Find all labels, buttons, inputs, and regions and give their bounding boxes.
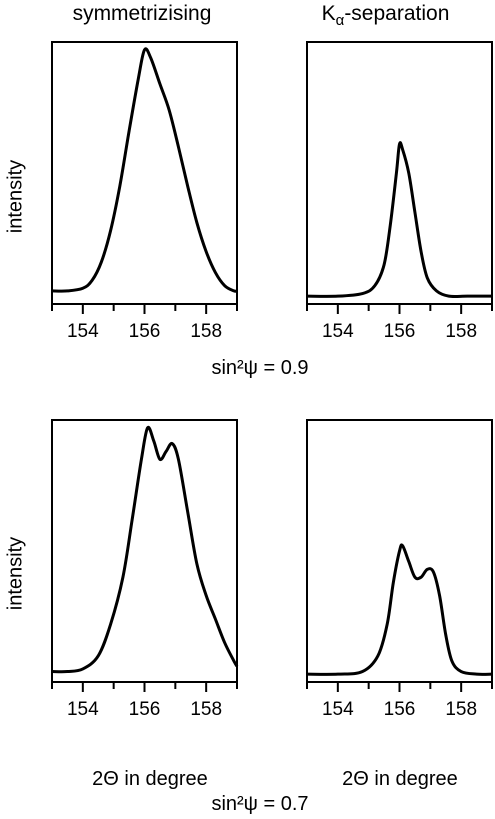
chart-bottom-right: 154 156 158 [306,419,493,720]
right-column-title: Kα-separation [278,2,493,29]
x-tick-label: 158 [190,699,222,720]
plot-frame [51,41,238,305]
caption-bottom-row: sin²ψ = 0.7 [211,793,309,815]
intensity-curve [51,425,239,674]
intensity-curve [306,543,493,676]
x-tick-label: 156 [384,699,416,720]
x-tick-label: 156 [129,699,161,720]
x-tick-label: 156 [384,321,416,342]
plot-frame [306,41,493,305]
intensity-curve [51,47,238,293]
right-title-alpha: α [335,12,345,30]
x-tick-label: 158 [190,321,222,342]
x-axis-label-bottom-left: 2Θ in degree [92,768,208,790]
y-axis-label-top: intensity [4,159,27,234]
x-tick-label: 154 [322,699,354,720]
right-title-k: K [321,2,336,25]
x-tick-label: 154 [67,699,99,720]
x-tick-label: 158 [445,699,477,720]
x-tick-label: 154 [322,321,354,342]
right-title-rest: -separation [344,2,450,25]
chart-top-left: 154 156 158 [51,41,238,342]
left-column-title: symmetrizising [72,2,212,25]
y-axis-label-bottom: intensity [4,536,27,611]
caption-top-row: sin²ψ = 0.9 [211,357,309,379]
chart-bottom-left: 154 156 158 [51,419,239,720]
x-tick-label: 158 [445,321,477,342]
x-axis-label-bottom-right: 2Θ in degree [342,768,458,790]
plot-frame [51,419,238,683]
chart-top-right: 154 156 158 [306,41,493,342]
intensity-curve [306,141,492,299]
x-tick-label: 154 [67,321,99,342]
x-tick-label: 156 [129,321,161,342]
